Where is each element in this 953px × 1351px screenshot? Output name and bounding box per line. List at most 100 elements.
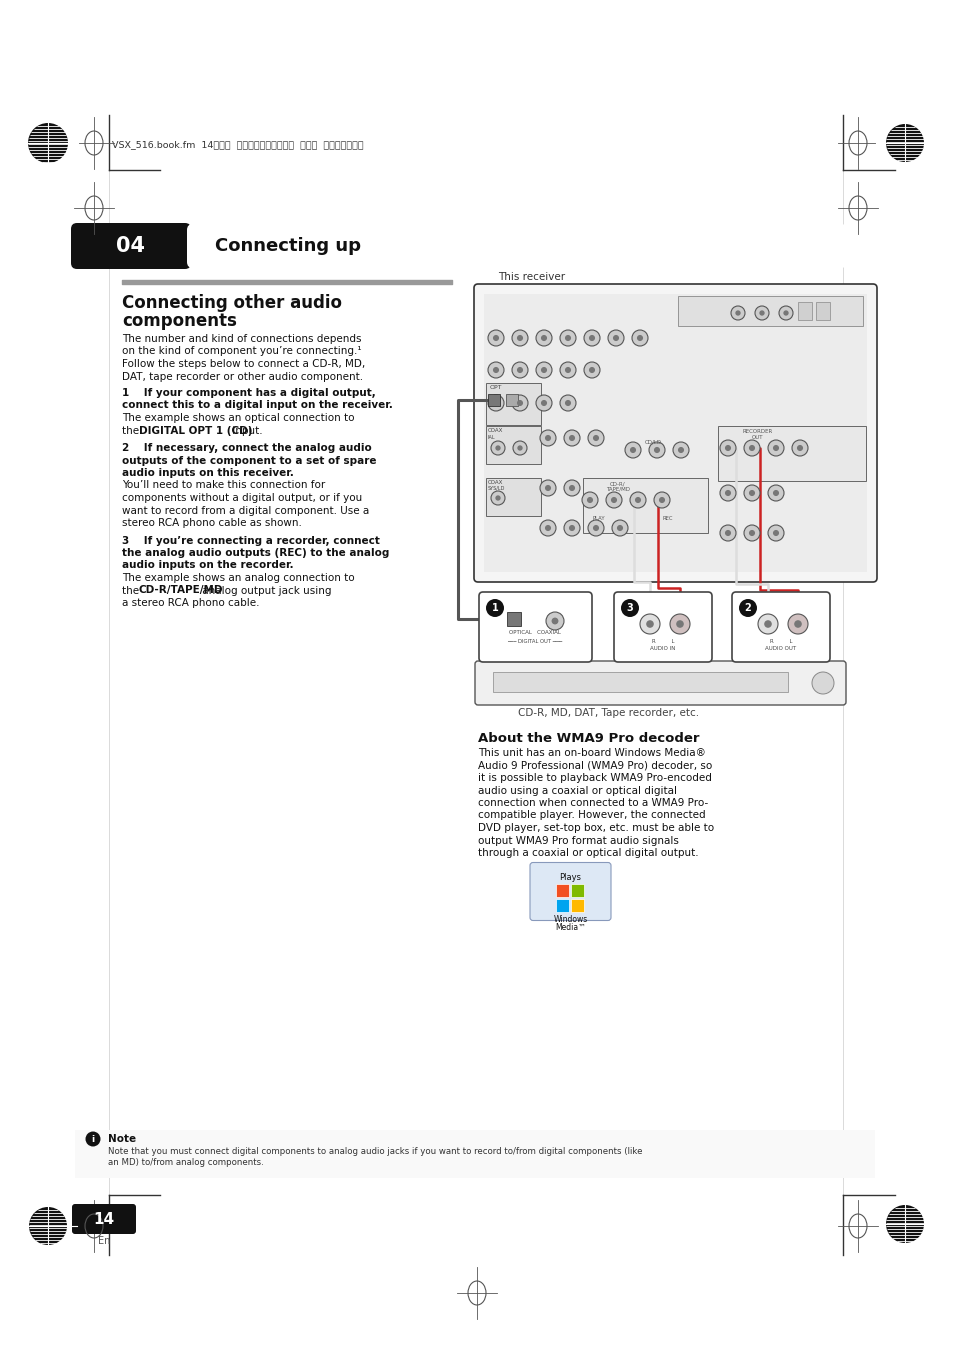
Text: connect this to a digital input on the receiver.: connect this to a digital input on the r… [122,400,393,411]
Circle shape [568,526,575,531]
Text: VSX_516.book.fm  14ページ  ２００６年２月２１日  火曜日  午後４晎５２分: VSX_516.book.fm 14ページ ２００６年２月２１日 火曜日 午後４… [112,141,363,150]
Circle shape [724,530,730,536]
Circle shape [629,492,645,508]
Circle shape [743,440,760,457]
Circle shape [551,617,558,624]
Circle shape [772,530,779,536]
Bar [571,898,584,912]
Text: DVD player, set-top box, etc. must be able to: DVD player, set-top box, etc. must be ab… [477,823,714,834]
Circle shape [493,400,498,407]
Circle shape [540,400,546,407]
Circle shape [512,330,527,346]
Circle shape [536,330,552,346]
Text: 2: 2 [744,603,751,613]
Bar [485,478,540,516]
Circle shape [759,311,764,316]
Circle shape [748,490,754,496]
Circle shape [620,598,639,617]
Text: analog output jack using: analog output jack using [198,585,331,596]
Bar [485,426,540,463]
Circle shape [743,485,760,501]
Circle shape [720,440,735,457]
Circle shape [613,335,618,340]
Circle shape [617,526,622,531]
Text: 3: 3 [626,603,633,613]
Text: the: the [122,585,142,596]
Circle shape [563,520,579,536]
Circle shape [540,367,546,373]
Text: Follow the steps below to connect a CD-R, MD,: Follow the steps below to connect a CD-R… [122,359,365,369]
Bar [571,884,584,897]
Circle shape [512,362,527,378]
Circle shape [639,613,659,634]
Circle shape [885,1205,923,1243]
Text: Connecting up: Connecting up [214,236,360,255]
Circle shape [586,497,593,503]
Text: the analog audio outputs (REC) to the analog: the analog audio outputs (REC) to the an… [122,549,389,558]
Text: Note that you must connect digital components to analog audio jacks if you want : Note that you must connect digital compo… [108,1147,641,1156]
Text: AUDIO IN: AUDIO IN [650,646,675,651]
Circle shape [539,430,556,446]
Text: Windows: Windows [553,915,587,924]
Bar [505,394,517,407]
Circle shape [624,442,640,458]
Circle shape [495,446,500,451]
Circle shape [545,612,563,630]
Text: R         L: R L [769,639,791,644]
Bar [678,296,862,326]
Text: About the WMA9 Pro decoder: About the WMA9 Pro decoder [477,732,699,744]
Circle shape [540,335,546,340]
Text: IAL: IAL [488,435,496,440]
Circle shape [724,490,730,496]
Text: Connecting other audio: Connecting other audio [122,295,341,312]
Circle shape [629,447,636,453]
Circle shape [772,444,779,451]
Text: an MD) to/from analog components.: an MD) to/from analog components. [108,1158,263,1167]
FancyBboxPatch shape [530,862,610,920]
Text: RECORDER
OUT: RECORDER OUT [742,430,772,440]
Circle shape [648,442,664,458]
Circle shape [654,492,669,508]
Text: connection when connected to a WMA9 Pro-: connection when connected to a WMA9 Pro- [477,798,707,808]
Text: ─── DIGITAL OUT ───: ─── DIGITAL OUT ─── [507,639,562,644]
Circle shape [779,305,792,320]
Text: audio inputs on the recorder.: audio inputs on the recorder. [122,561,294,570]
Text: 1: 1 [491,603,497,613]
Text: CD/LD: CD/LD [644,440,660,444]
Circle shape [593,435,598,440]
Bar [75,1129,874,1178]
Bar [556,884,569,897]
Circle shape [488,362,503,378]
Circle shape [536,394,552,411]
Circle shape [793,620,801,628]
Circle shape [517,335,522,340]
Circle shape [517,400,522,407]
Circle shape [782,311,788,316]
FancyBboxPatch shape [614,592,711,662]
Bar [483,295,866,571]
Text: The example shows an optical connection to: The example shows an optical connection … [122,413,355,423]
Circle shape [772,490,779,496]
Circle shape [720,485,735,501]
Bar [556,898,569,912]
Circle shape [544,485,551,490]
Circle shape [485,598,503,617]
Circle shape [676,620,683,628]
Text: OPT: OPT [490,385,502,390]
Circle shape [28,123,68,163]
Text: output WMA9 Pro format audio signals: output WMA9 Pro format audio signals [477,835,679,846]
Text: The number and kind of connections depends: The number and kind of connections depen… [122,334,361,345]
Circle shape [735,311,740,316]
Text: 3    If you’re connecting a recorder, connect: 3 If you’re connecting a recorder, conne… [122,535,379,546]
Circle shape [669,613,689,634]
Text: it is possible to playback WMA9 Pro-encoded: it is possible to playback WMA9 Pro-enco… [477,773,711,784]
Text: DAT, tape recorder or other audio component.: DAT, tape recorder or other audio compon… [122,372,363,381]
Circle shape [583,330,599,346]
Circle shape [581,492,598,508]
Text: want to record from a digital component. Use a: want to record from a digital component.… [122,505,369,516]
Circle shape [791,440,807,457]
Circle shape [86,1132,100,1147]
Bar [488,394,499,407]
Circle shape [637,335,642,340]
Bar [485,382,540,426]
